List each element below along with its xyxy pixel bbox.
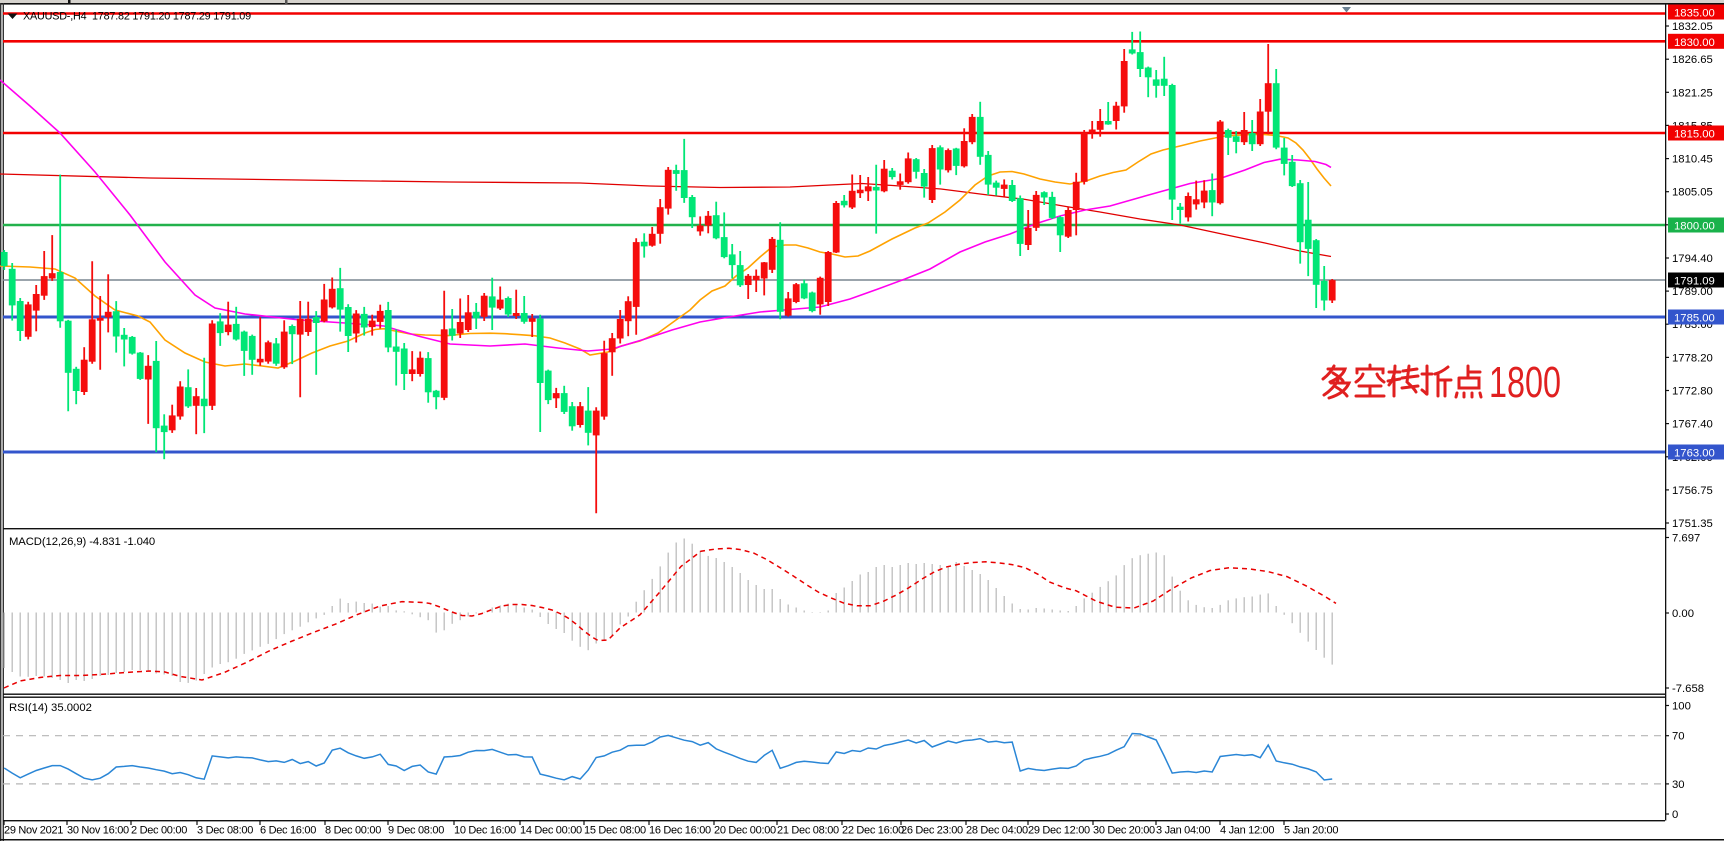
svg-text:1805.05: 1805.05 xyxy=(1672,187,1713,199)
svg-text:1763.00: 1763.00 xyxy=(1674,448,1715,460)
svg-text:1789.00: 1789.00 xyxy=(1672,286,1713,298)
svg-text:1791.09: 1791.09 xyxy=(1674,276,1715,288)
svg-text:29 Nov 2021: 29 Nov 2021 xyxy=(4,825,63,837)
svg-text:1815.00: 1815.00 xyxy=(1674,129,1715,141)
svg-text:14 Dec 00:00: 14 Dec 00:00 xyxy=(520,825,582,837)
svg-text:0.00: 0.00 xyxy=(1672,608,1694,620)
svg-text:1772.80: 1772.80 xyxy=(1672,386,1713,398)
svg-text:1835.00: 1835.00 xyxy=(1674,8,1715,20)
svg-text:15 Dec 08:00: 15 Dec 08:00 xyxy=(584,825,646,837)
svg-text:30 Nov 16:00: 30 Nov 16:00 xyxy=(67,825,129,837)
svg-text:1794.40: 1794.40 xyxy=(1672,253,1713,265)
svg-text:70: 70 xyxy=(1672,731,1685,743)
svg-text:1751.35: 1751.35 xyxy=(1672,518,1713,530)
svg-text:16 Dec 16:00: 16 Dec 16:00 xyxy=(649,825,711,837)
svg-text:6 Dec 16:00: 6 Dec 16:00 xyxy=(260,825,316,837)
svg-text:1800: 1800 xyxy=(1489,358,1561,407)
svg-text:30 Dec 20:00: 30 Dec 20:00 xyxy=(1093,825,1155,837)
svg-text:0: 0 xyxy=(1672,809,1678,821)
svg-text:1810.45: 1810.45 xyxy=(1672,154,1713,166)
svg-text:1821.25: 1821.25 xyxy=(1672,87,1713,99)
svg-text:MACD(12,26,9) -4.831 -1.040: MACD(12,26,9) -4.831 -1.040 xyxy=(9,536,155,548)
svg-text:7.697: 7.697 xyxy=(1672,533,1700,545)
svg-text:21 Dec 08:00: 21 Dec 08:00 xyxy=(777,825,839,837)
svg-text:-7.658: -7.658 xyxy=(1672,683,1704,695)
svg-text:22 Dec 16:00: 22 Dec 16:00 xyxy=(842,825,904,837)
svg-text:1767.40: 1767.40 xyxy=(1672,419,1713,431)
svg-text:29 Dec 12:00: 29 Dec 12:00 xyxy=(1028,825,1090,837)
svg-text:1778.20: 1778.20 xyxy=(1672,352,1713,364)
svg-text:1756.75: 1756.75 xyxy=(1672,485,1713,497)
svg-text:1830.00: 1830.00 xyxy=(1674,37,1715,49)
svg-text:1785.00: 1785.00 xyxy=(1674,313,1715,325)
svg-text:1832.05: 1832.05 xyxy=(1672,21,1713,33)
svg-text:XAUUSD-,H4 1787.82 1791.20 17: XAUUSD-,H4 1787.82 1791.20 1787.29 1791.… xyxy=(23,11,251,23)
svg-text:9 Dec 08:00: 9 Dec 08:00 xyxy=(388,825,444,837)
svg-text:1800.00: 1800.00 xyxy=(1674,221,1715,233)
svg-text:5 Jan 20:00: 5 Jan 20:00 xyxy=(1284,825,1338,837)
svg-text:4 Jan 12:00: 4 Jan 12:00 xyxy=(1220,825,1274,837)
svg-text:20 Dec 00:00: 20 Dec 00:00 xyxy=(714,825,776,837)
svg-text:30: 30 xyxy=(1672,779,1685,791)
svg-text:26 Dec 23:00: 26 Dec 23:00 xyxy=(901,825,963,837)
svg-text:28 Dec 04:00: 28 Dec 04:00 xyxy=(966,825,1028,837)
svg-text:8 Dec 00:00: 8 Dec 00:00 xyxy=(325,825,381,837)
svg-text:RSI(14) 35.0002: RSI(14) 35.0002 xyxy=(9,702,92,714)
svg-text:2 Dec 00:00: 2 Dec 00:00 xyxy=(131,825,187,837)
svg-text:3 Dec 08:00: 3 Dec 08:00 xyxy=(197,825,253,837)
svg-text:100: 100 xyxy=(1672,701,1691,713)
svg-text:1826.65: 1826.65 xyxy=(1672,54,1713,66)
svg-text:10 Dec 16:00: 10 Dec 16:00 xyxy=(454,825,516,837)
svg-text:3 Jan 04:00: 3 Jan 04:00 xyxy=(1156,825,1210,837)
